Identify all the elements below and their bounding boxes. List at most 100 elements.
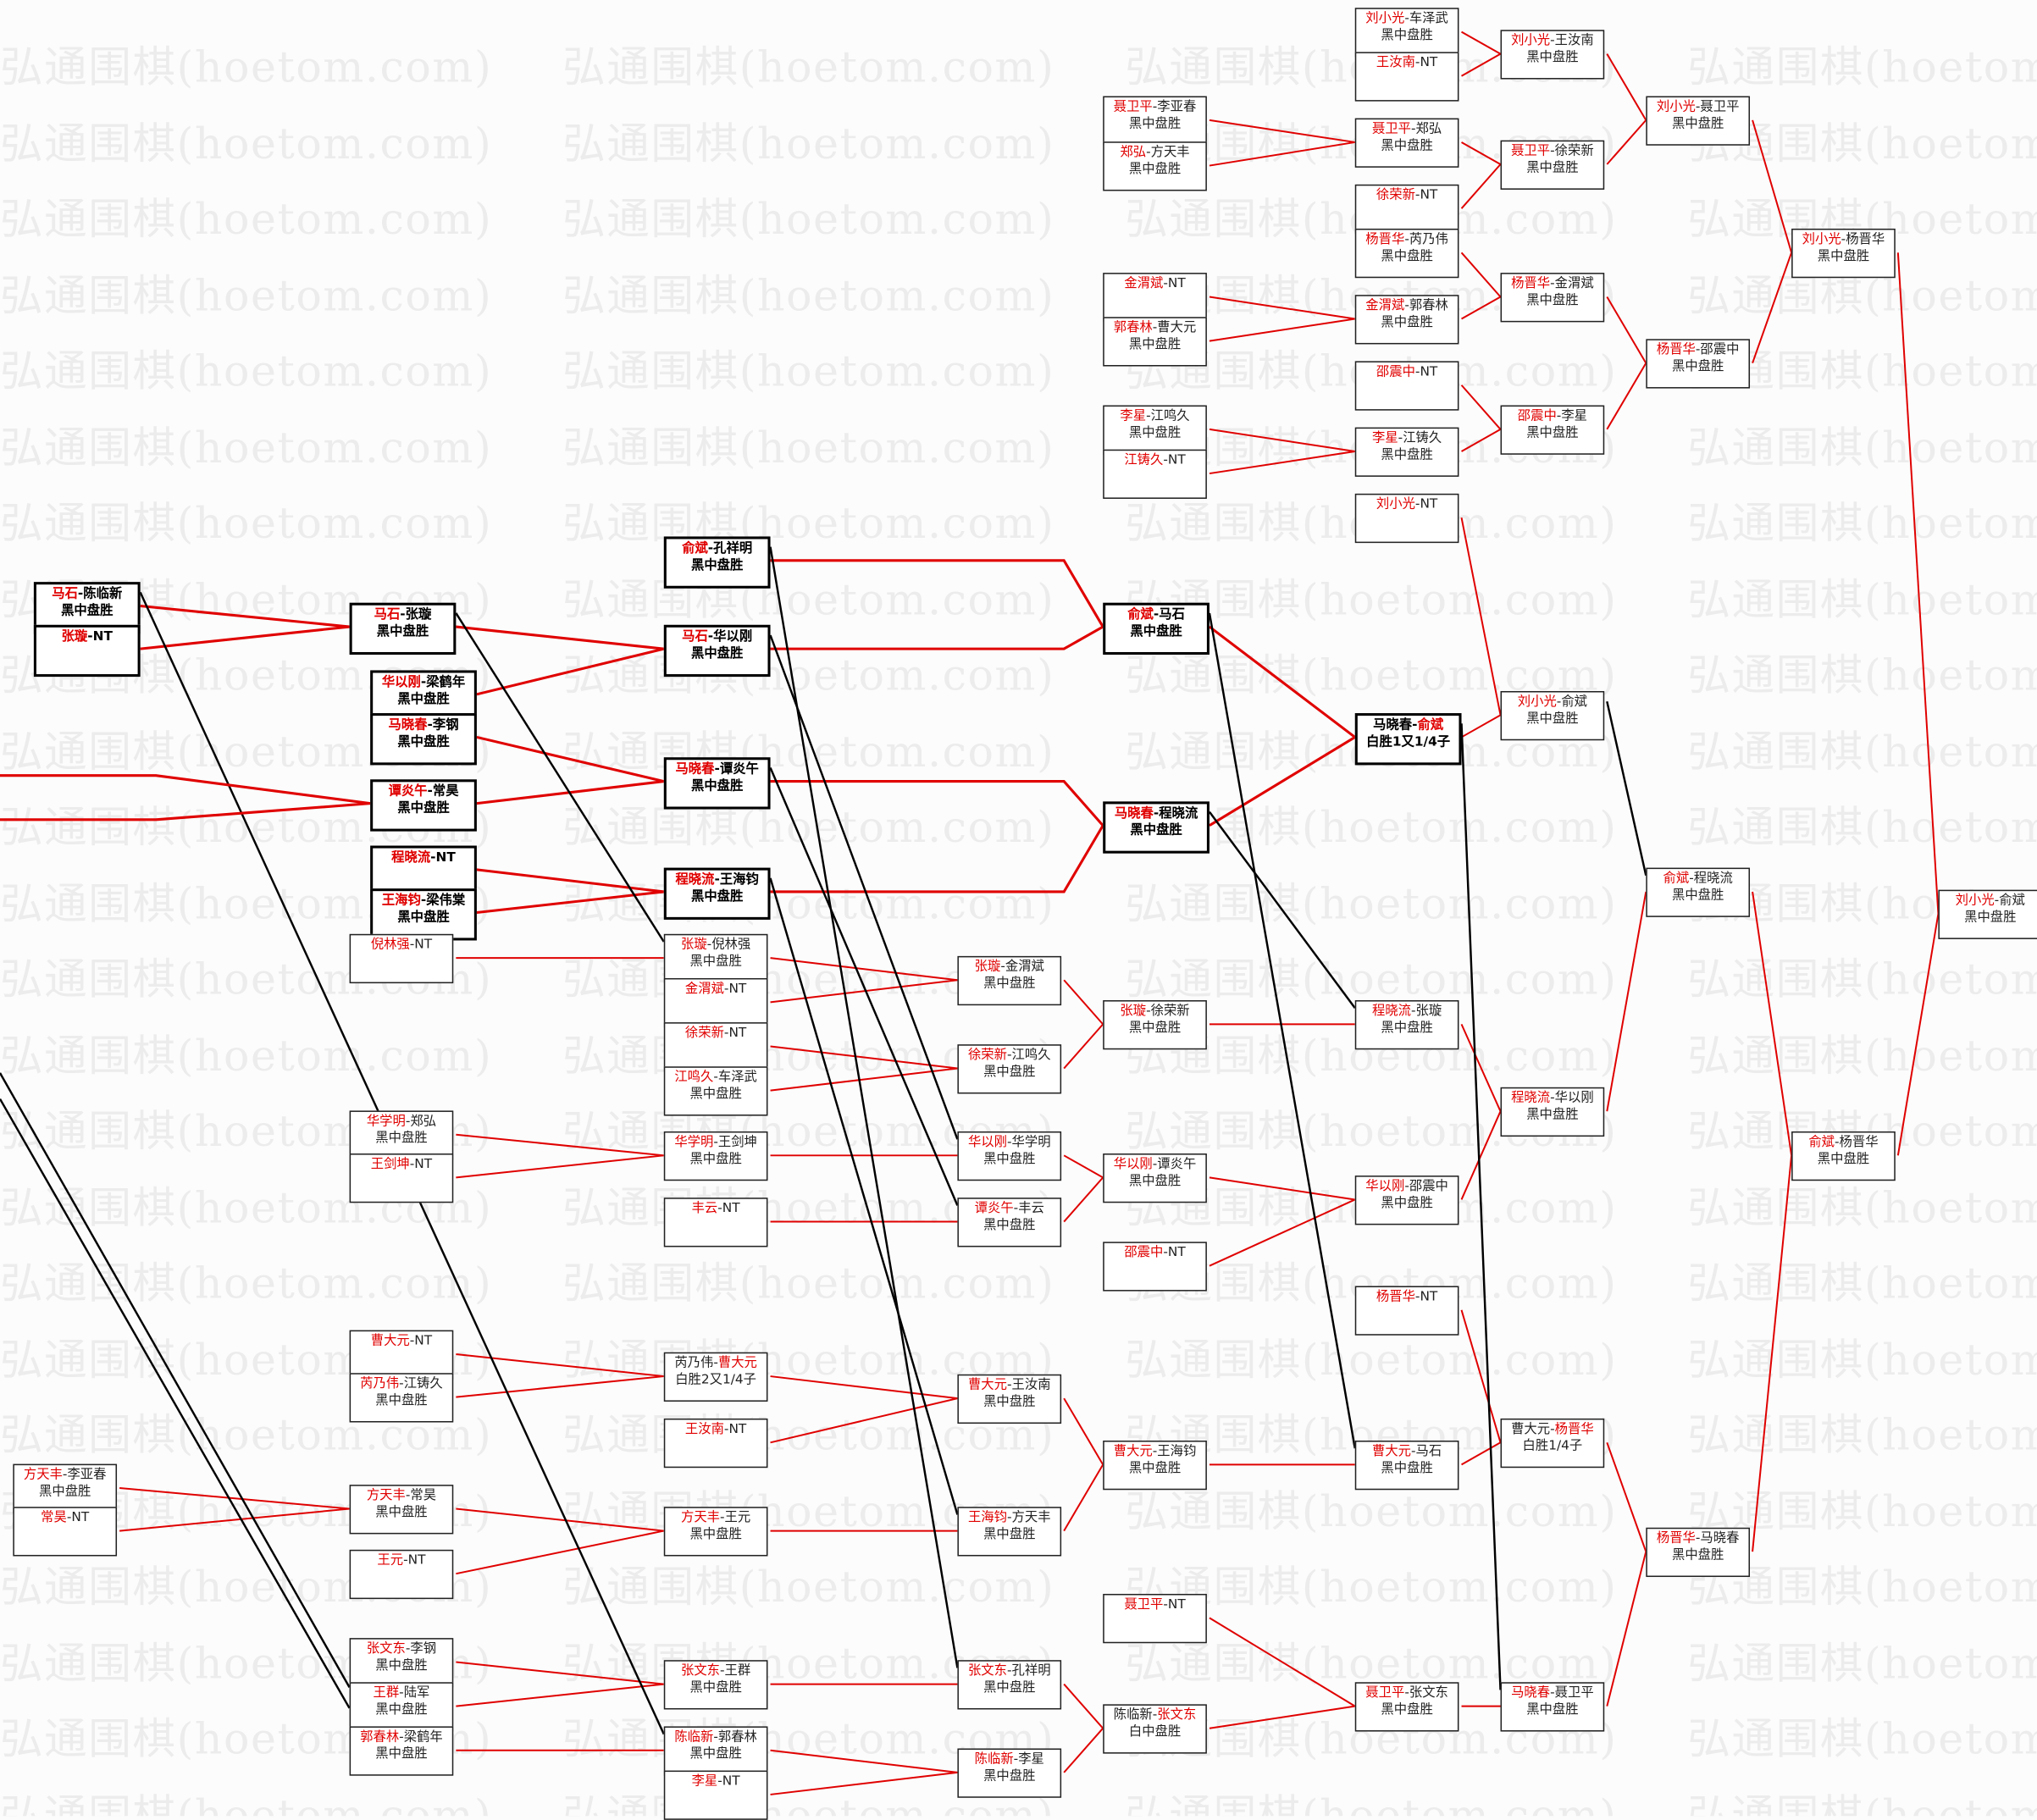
- winner-path: [456, 1661, 664, 1685]
- match-players: 芮乃伟-曹大元: [674, 1356, 757, 1371]
- player-1: 王元: [377, 1553, 404, 1568]
- match-players: 陈临新-张文东: [1113, 1707, 1197, 1723]
- player-1: 马石: [52, 587, 78, 602]
- winner-path: [1209, 736, 1356, 827]
- player-1: 张文东: [366, 1641, 406, 1657]
- match-result: 黑中盘胜: [689, 1746, 742, 1762]
- match-result: 白中盘胜: [1128, 1724, 1182, 1740]
- match-players: 程晓流-王海钧: [675, 872, 759, 888]
- match-box: 华学明-王剑坤 黑中盘胜: [663, 1131, 768, 1181]
- player-2: NT: [414, 1334, 433, 1349]
- player-2: 聂卫平: [1554, 1685, 1594, 1701]
- player-2: 王汝南: [1011, 1378, 1051, 1393]
- match-box: 江铸久-NT: [1103, 449, 1207, 499]
- match-players: 李星-NT: [691, 1774, 740, 1790]
- winner-path: [1461, 30, 1502, 55]
- match-result: 黑中盘胜: [1128, 426, 1182, 440]
- player-1: 邵震中: [1376, 364, 1415, 379]
- player-1: 王海钧: [381, 893, 421, 909]
- player-1: 曹大元: [370, 1334, 410, 1349]
- match-players: 马石-陈临新: [52, 587, 123, 602]
- player-2: 郑弘: [410, 1115, 437, 1129]
- winner-path: [1209, 119, 1355, 143]
- match-players: 李星-江铸久: [1371, 431, 1442, 446]
- match-box: 杨晋华-金渭斌 黑中盘胜: [1500, 273, 1605, 323]
- player-1: 江铸久: [1124, 453, 1164, 468]
- player-2: 马石: [1159, 607, 1185, 622]
- player-2: 李钢: [432, 718, 459, 733]
- match-result: 黑中盘胜: [690, 646, 744, 661]
- player-1: 芮乃伟: [360, 1376, 400, 1391]
- match-box: 曹大元-王汝南 黑中盘胜: [957, 1374, 1062, 1424]
- player-1: 曹大元: [1371, 1444, 1411, 1459]
- player-2: NT: [728, 982, 747, 997]
- match-box: 陈临新-李星 黑中盘胜: [957, 1748, 1062, 1798]
- winner-path: [1460, 163, 1502, 209]
- player-2: 王剑坤: [717, 1135, 757, 1150]
- player-1: 王群: [373, 1685, 400, 1701]
- match-box: 张璇-金渭斌 黑中盘胜: [957, 955, 1062, 1006]
- player-1: 马晓春: [1511, 1685, 1551, 1701]
- match-result: 黑中盘胜: [1381, 315, 1433, 330]
- loser-path: [0, 1098, 351, 1709]
- match-box: 聂卫平-李亚春 黑中盘胜: [1103, 96, 1207, 146]
- winner-path: [1460, 1023, 1502, 1112]
- match-result: 黑中盘胜: [397, 692, 450, 707]
- match-players: 刘小光-俞斌: [1955, 893, 2025, 909]
- winner-path: [476, 735, 665, 783]
- match-box: 马石-张璇 黑中盘胜: [349, 602, 457, 656]
- player-1: 金渭斌: [1124, 276, 1164, 291]
- winner-path: [1606, 53, 1647, 121]
- match-players: 丰云-NT: [691, 1201, 740, 1216]
- match-box: 常昊-NT: [13, 1507, 118, 1557]
- match-result: 黑中盘胜: [1526, 1702, 1579, 1718]
- player-2: 江铸久: [403, 1376, 443, 1391]
- match-box: 聂卫平-徐荣新 黑中盘胜: [1500, 140, 1605, 190]
- player-1: 王剑坤: [370, 1157, 410, 1172]
- match-players: 谭炎午-常昊: [388, 784, 459, 799]
- match-players: 方天丰-李亚春: [23, 1468, 107, 1483]
- player-1: 程晓流: [1511, 1091, 1551, 1106]
- loser-path: [769, 546, 959, 1668]
- winner-path: [770, 957, 958, 982]
- match-result: 黑中盘胜: [61, 604, 113, 619]
- match-players: 刘小光-俞斌: [1517, 694, 1587, 710]
- loser-path: [1208, 612, 1356, 1449]
- match-result: 黑中盘胜: [1526, 293, 1579, 308]
- match-box: 张璇-倪林强 黑中盘胜: [663, 933, 768, 984]
- match-box: 程晓流-张璇 黑中盘胜: [1354, 1000, 1459, 1050]
- match-box: 方天丰-李亚春 黑中盘胜: [13, 1463, 118, 1513]
- match-players: 张璇-徐荣新: [1120, 1004, 1190, 1019]
- match-box: 刘小光-王汝南 黑中盘胜: [1500, 30, 1605, 80]
- match-result: 黑中盘胜: [1526, 161, 1579, 176]
- player-1: 杨晋华: [1376, 1290, 1415, 1304]
- match-result: 黑中盘胜: [1817, 249, 1870, 264]
- match-result: 黑中盘胜: [375, 1658, 428, 1673]
- match-result: 黑中盘胜: [983, 976, 1036, 992]
- match-players: 俞斌-程晓流: [1663, 871, 1733, 887]
- match-players: 郑弘-方天丰: [1120, 145, 1190, 160]
- match-players: 张文东-王群: [680, 1663, 751, 1679]
- match-result: 黑中盘胜: [1128, 1461, 1182, 1476]
- match-players: 曹大元-NT: [370, 1334, 433, 1349]
- player-2: 金渭斌: [1005, 960, 1044, 975]
- match-box: 聂卫平-郑弘 黑中盘胜: [1354, 118, 1459, 168]
- match-box: 俞斌-杨晋华 黑中盘胜: [1791, 1131, 1896, 1181]
- match-players: 聂卫平-郑弘: [1371, 122, 1442, 137]
- match-box: 谭炎午-常昊 黑中盘胜: [370, 779, 477, 832]
- player-1: 俞斌: [1127, 607, 1154, 622]
- match-box: 程晓流-华以刚 黑中盘胜: [1500, 1087, 1605, 1137]
- player-2: 王元: [724, 1510, 751, 1525]
- loser-path: [0, 1072, 351, 1689]
- player-1: 方天丰: [680, 1510, 721, 1525]
- player-2: 曹大元: [1157, 320, 1197, 335]
- player-1: 俞斌: [1808, 1135, 1835, 1150]
- player-1: 王汝南: [1376, 55, 1415, 70]
- match-box: 刘小光-俞斌 黑中盘胜: [1938, 889, 2037, 939]
- player-2: 聂卫平: [1700, 100, 1740, 114]
- match-result: 黑中盘胜: [689, 1087, 742, 1102]
- match-result: 黑中盘胜: [1526, 1108, 1579, 1123]
- match-result: 黑中盘胜: [1672, 1548, 1724, 1563]
- match-players: 邵震中-NT: [1376, 364, 1438, 379]
- player-1: 丰云: [691, 1201, 718, 1216]
